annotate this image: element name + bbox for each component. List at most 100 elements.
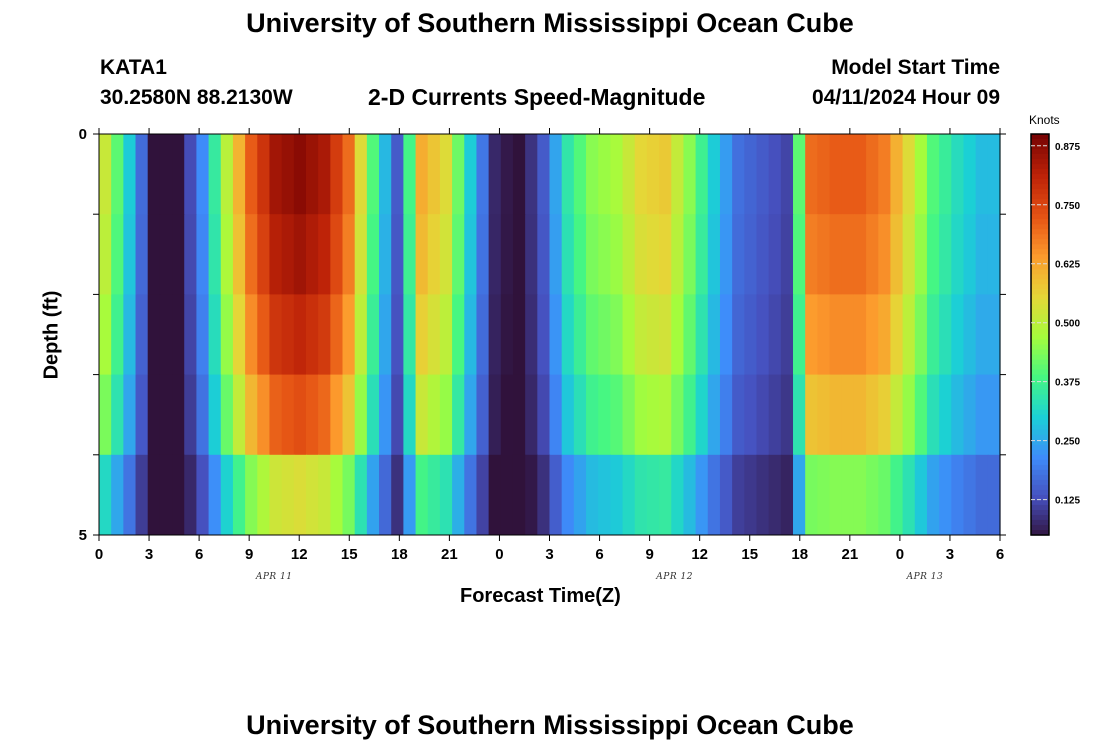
colorbar-segment bbox=[1031, 399, 1049, 406]
colorbar-segment bbox=[1031, 154, 1049, 160]
heatmap-cell bbox=[610, 134, 624, 215]
heatmap-cell bbox=[488, 374, 502, 456]
heatmap-cell bbox=[793, 454, 806, 536]
x-tick-label: 21 bbox=[441, 546, 458, 563]
heatmap-cell bbox=[159, 374, 173, 456]
heatmap-cell bbox=[634, 134, 648, 215]
x-tick-label: 0 bbox=[896, 546, 904, 563]
heatmap-cell bbox=[829, 134, 843, 215]
heatmap-cell bbox=[646, 214, 660, 295]
colorbar-segment bbox=[1031, 324, 1049, 331]
colorbar-unit: Knots bbox=[1029, 113, 1060, 127]
heatmap-cell bbox=[257, 294, 271, 376]
heatmap-cell bbox=[500, 454, 514, 536]
heatmap-cell bbox=[659, 374, 672, 456]
colorbar-segment bbox=[1031, 364, 1049, 371]
heatmap-cell bbox=[926, 214, 940, 295]
heatmap-cell bbox=[707, 294, 721, 376]
heatmap-cell bbox=[829, 294, 843, 376]
heatmap-cell bbox=[354, 374, 368, 456]
heatmap-cell bbox=[683, 134, 697, 215]
colorbar-tick-label: 0.250 bbox=[1055, 437, 1080, 448]
heatmap-cell bbox=[707, 134, 721, 215]
heatmap-cell bbox=[318, 214, 331, 295]
colorbar-segment bbox=[1031, 369, 1049, 376]
colorbar-segment bbox=[1031, 434, 1049, 441]
heatmap-cell bbox=[866, 294, 879, 376]
heatmap-cell bbox=[305, 454, 319, 536]
heatmap-cell bbox=[902, 134, 916, 215]
heatmap-cell bbox=[683, 374, 697, 456]
heatmap-cell bbox=[232, 134, 246, 215]
colorbar-segment bbox=[1031, 234, 1049, 240]
heatmap-cell bbox=[561, 214, 575, 295]
colorbar-segment bbox=[1031, 309, 1049, 316]
heatmap-cell bbox=[586, 214, 599, 295]
colorbar: Knots 0.875 0.750 0.625 0.500 0.375 0.250 0.125 bbox=[1029, 113, 1080, 536]
x-tick-label: 12 bbox=[691, 546, 708, 563]
heatmap-cell bbox=[890, 454, 904, 536]
heatmap-cell bbox=[512, 214, 526, 295]
heatmap-cell bbox=[780, 214, 794, 295]
heatmap-cell bbox=[147, 134, 161, 215]
heatmap-cell bbox=[963, 134, 977, 215]
heatmap-cell bbox=[683, 454, 697, 536]
colorbar-segment bbox=[1031, 249, 1049, 255]
x-tick-label: 9 bbox=[645, 546, 653, 563]
heatmap-cell bbox=[500, 214, 514, 295]
heatmap-cell bbox=[330, 214, 344, 295]
heatmap-cell bbox=[659, 134, 672, 215]
heatmap-cell bbox=[172, 454, 185, 536]
heatmap-cell bbox=[135, 134, 149, 215]
heatmap-cell bbox=[549, 294, 563, 376]
heatmap-cell bbox=[123, 454, 137, 536]
day-label: APR 12 bbox=[655, 572, 693, 582]
x-tick-label: 21 bbox=[841, 546, 858, 563]
heatmap-cell bbox=[671, 374, 685, 456]
heatmap-cell bbox=[671, 214, 685, 295]
heatmap-cell bbox=[245, 374, 258, 456]
heatmap-cell bbox=[525, 374, 538, 456]
heatmap-cell bbox=[829, 214, 843, 295]
colorbar-tick-label: 0.625 bbox=[1055, 260, 1080, 271]
heatmap-cell bbox=[866, 214, 879, 295]
x-tick-label: 0 bbox=[95, 546, 103, 563]
heatmap-cell bbox=[719, 214, 733, 295]
heatmap-cell bbox=[537, 214, 551, 295]
heatmap-cell bbox=[671, 134, 685, 215]
colorbar-segment bbox=[1031, 429, 1049, 436]
colorbar-segment bbox=[1031, 254, 1049, 260]
heatmap-cell bbox=[841, 374, 855, 456]
station-coords: 30.2580N 88.2130W bbox=[100, 86, 293, 109]
colorbar-segment bbox=[1031, 294, 1049, 301]
heatmap-cell bbox=[379, 134, 392, 215]
heatmap-cell bbox=[257, 134, 271, 215]
heatmap-cell bbox=[172, 214, 185, 295]
heatmap-cell bbox=[573, 374, 587, 456]
colorbar-segment bbox=[1031, 504, 1049, 511]
heatmap-cell bbox=[622, 294, 636, 376]
heatmap-cell bbox=[330, 454, 344, 536]
heatmap-cell bbox=[111, 374, 124, 456]
heatmap-cell bbox=[159, 454, 173, 536]
heatmap-cell bbox=[220, 134, 234, 215]
heatmap-cell bbox=[939, 134, 952, 215]
heatmap-cell bbox=[196, 374, 210, 456]
colorbar-segment bbox=[1031, 134, 1049, 140]
colorbar-segment bbox=[1031, 239, 1049, 245]
heatmap-cell bbox=[184, 454, 198, 536]
heatmap-cell bbox=[951, 374, 965, 456]
heatmap-cell bbox=[975, 214, 989, 295]
heatmap-cell bbox=[719, 454, 733, 536]
heatmap-cell bbox=[99, 454, 112, 536]
heatmap-cell bbox=[963, 294, 977, 376]
heatmap-cell bbox=[366, 454, 380, 536]
heatmap-cell bbox=[476, 454, 490, 536]
heatmap-cell bbox=[403, 214, 417, 295]
heatmap-cell bbox=[780, 294, 794, 376]
colorbar-tick-label: 0.125 bbox=[1055, 496, 1080, 507]
heatmap-cell bbox=[756, 134, 770, 215]
heatmap-cell bbox=[975, 134, 989, 215]
heatmap-cell bbox=[817, 454, 831, 536]
heatmap-cell bbox=[452, 214, 465, 295]
